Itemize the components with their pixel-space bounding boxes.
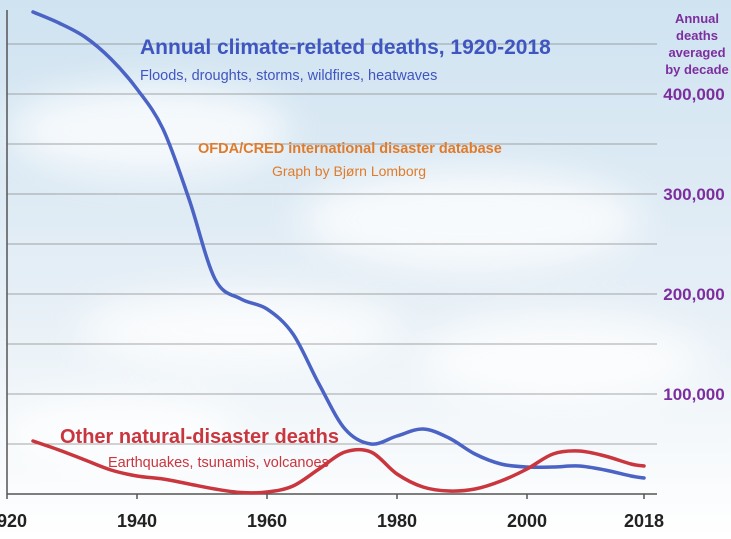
x-tick-label-1940: 1940 xyxy=(117,511,157,531)
y-tick-label-300000: 300,000 xyxy=(663,185,724,204)
series-1-line xyxy=(31,10,646,480)
x-tick-label-2000: 2000 xyxy=(507,511,547,531)
source-label: OFDA/CRED international disaster databas… xyxy=(198,141,502,157)
cloud-texture xyxy=(0,85,700,465)
series-2 xyxy=(31,439,646,495)
series-1 xyxy=(31,10,646,480)
y-axis-title-line-3: averaged xyxy=(668,45,725,60)
y-tick-label-100000: 100,000 xyxy=(663,385,724,404)
series-2-line xyxy=(31,439,646,495)
y-axis-title: Annual deaths averaged by decade xyxy=(665,11,729,77)
credit-label: Graph by Bjørn Lomborg xyxy=(272,163,426,179)
y-axis-ticks: 100,000 200,000 300,000 400,000 xyxy=(663,85,724,404)
y-tick-label-200000: 200,000 xyxy=(663,285,724,304)
x-tick-label-1960: 1960 xyxy=(247,511,287,531)
y-axis-title-line-4: by decade xyxy=(665,62,729,77)
series-2-sublabel: Earthquakes, tsunamis, volcanoes xyxy=(108,455,329,471)
y-tick-label-400000: 400,000 xyxy=(663,85,724,104)
axes xyxy=(6,10,657,495)
x-tick-label-2018: 2018 xyxy=(624,511,664,531)
y-axis-title-line-2: deaths xyxy=(676,28,718,43)
y-axis-title-line-1: Annual xyxy=(675,11,719,26)
chart-subtitle: Floods, droughts, storms, wildfires, hea… xyxy=(140,68,437,84)
x-tick-label-1980: 1980 xyxy=(377,511,417,531)
series-2-label: Other natural-disaster deaths xyxy=(60,426,339,448)
gridlines xyxy=(7,43,657,445)
x-tick-label-1920: 1920 xyxy=(0,511,27,531)
series-lines xyxy=(31,10,646,495)
chart-title: Annual climate-related deaths, 1920-2018 xyxy=(140,36,551,59)
x-axis-ticks: 1920 1940 1960 1980 2000 2018 xyxy=(0,494,664,531)
